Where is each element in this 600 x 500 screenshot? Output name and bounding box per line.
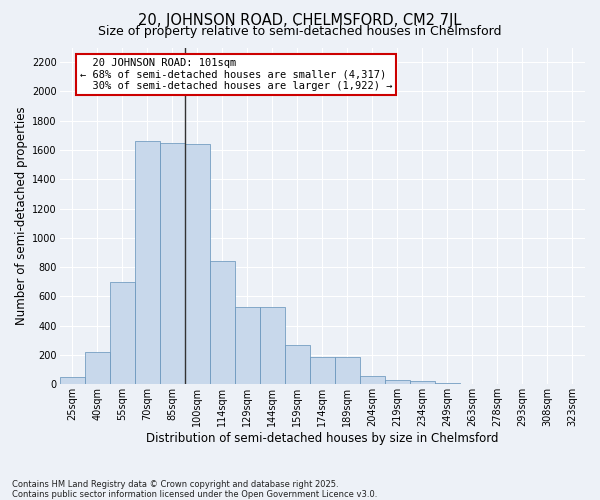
Text: Contains HM Land Registry data © Crown copyright and database right 2025.
Contai: Contains HM Land Registry data © Crown c… bbox=[12, 480, 377, 499]
Bar bbox=[185, 144, 210, 384]
Bar bbox=[210, 262, 235, 384]
Bar bbox=[335, 357, 360, 384]
Bar bbox=[360, 376, 385, 384]
Y-axis label: Number of semi-detached properties: Number of semi-detached properties bbox=[15, 106, 28, 325]
Bar bbox=[310, 357, 335, 384]
X-axis label: Distribution of semi-detached houses by size in Chelmsford: Distribution of semi-detached houses by … bbox=[146, 432, 499, 445]
Bar bbox=[110, 282, 135, 384]
Bar bbox=[410, 382, 435, 384]
Bar bbox=[85, 352, 110, 384]
Bar bbox=[59, 377, 85, 384]
Bar bbox=[260, 306, 285, 384]
Text: Size of property relative to semi-detached houses in Chelmsford: Size of property relative to semi-detach… bbox=[98, 25, 502, 38]
Bar bbox=[385, 380, 410, 384]
Bar bbox=[235, 306, 260, 384]
Text: 20, JOHNSON ROAD, CHELMSFORD, CM2 7JL: 20, JOHNSON ROAD, CHELMSFORD, CM2 7JL bbox=[139, 12, 461, 28]
Bar bbox=[135, 141, 160, 384]
Text: 20 JOHNSON ROAD: 101sqm
← 68% of semi-detached houses are smaller (4,317)
  30% : 20 JOHNSON ROAD: 101sqm ← 68% of semi-de… bbox=[80, 58, 392, 91]
Bar bbox=[160, 142, 185, 384]
Bar bbox=[285, 345, 310, 385]
